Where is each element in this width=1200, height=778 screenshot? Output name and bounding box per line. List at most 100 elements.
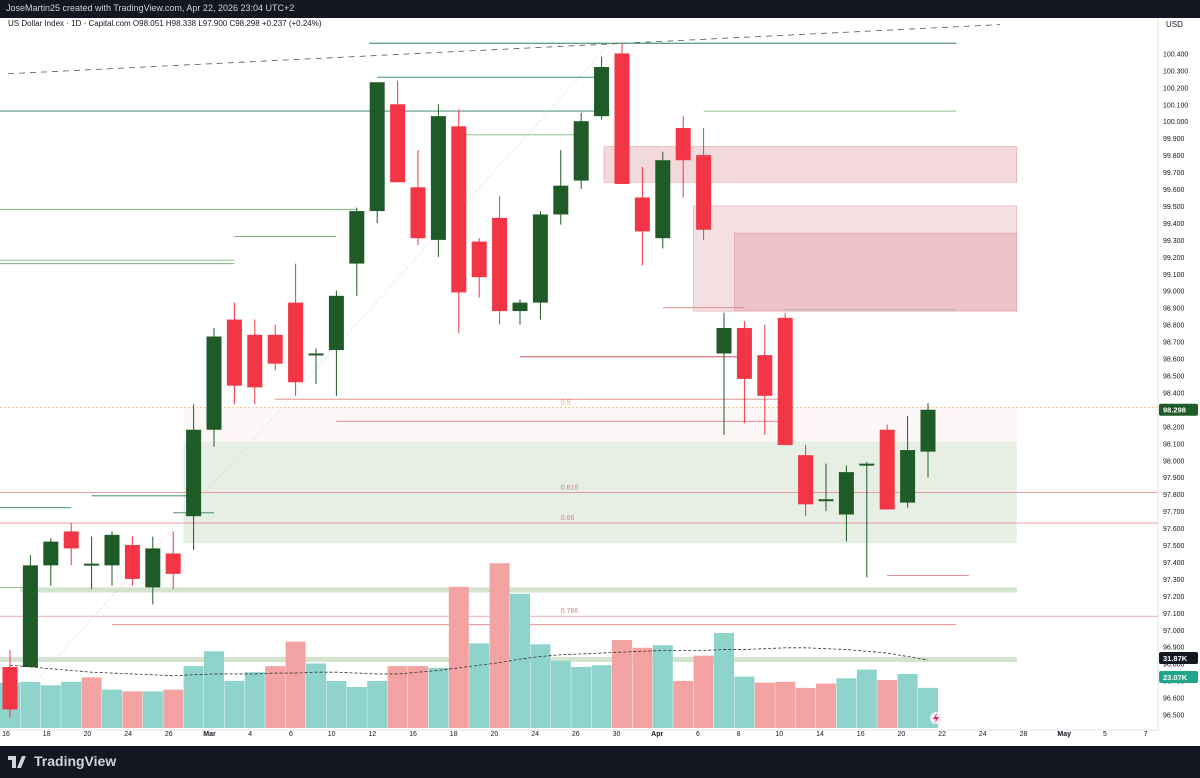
- candle-body: [328, 295, 344, 351]
- price-tick-label: 97.100: [1163, 611, 1185, 618]
- price-tick-label: 97.800: [1163, 492, 1185, 499]
- time-tick-label: 30: [613, 731, 621, 738]
- volume-bar: [550, 660, 571, 728]
- price-tick-label: 96.500: [1163, 713, 1185, 720]
- volume-ma-line: [9, 647, 929, 677]
- candle-body: [226, 319, 242, 386]
- volume-bar: [265, 666, 286, 728]
- volume-bar: [836, 678, 857, 728]
- candle-body: [675, 128, 691, 161]
- price-chart[interactable]: US Dollar Index · 1D · Capital.com O98.0…: [0, 18, 1200, 746]
- price-tick-label: 99.300: [1163, 238, 1185, 245]
- price-tick-label: 99.900: [1163, 136, 1185, 143]
- time-tick-label: 14: [816, 731, 824, 738]
- candle-body: [63, 531, 79, 549]
- price-tick-label: 96.600: [1163, 696, 1185, 703]
- candle-body: [655, 160, 671, 239]
- price-tick-label: 100.100: [1163, 102, 1188, 109]
- currency-label: USD: [1166, 20, 1183, 29]
- volume-bar: [102, 689, 122, 728]
- candle-body: [859, 463, 875, 466]
- fib-label: 0.5: [561, 400, 571, 407]
- price-tick-label: 97.900: [1163, 475, 1185, 482]
- price-tick-label: 99.500: [1163, 204, 1185, 211]
- price-tick-label: 100.200: [1163, 85, 1188, 92]
- candle-body: [553, 185, 569, 215]
- volume-bar: [734, 676, 755, 728]
- price-tick-label: 97.700: [1163, 509, 1185, 516]
- price-tick-label: 99.600: [1163, 187, 1185, 194]
- price-tick-label: 98.400: [1163, 390, 1185, 397]
- candle-body: [920, 409, 936, 452]
- volume-bar: [428, 667, 449, 728]
- volume-bar: [40, 685, 61, 728]
- price-tick-label: 97.200: [1163, 594, 1185, 601]
- volume-bar: [795, 687, 816, 728]
- price-axis-panel: [1158, 18, 1200, 746]
- price-tick-label: 96.800: [1163, 662, 1185, 669]
- candle-body: [124, 545, 140, 579]
- price-tick-label: 97.000: [1163, 628, 1185, 635]
- fib-label: 0.66: [561, 515, 575, 522]
- volume-bar: [612, 639, 632, 728]
- time-tick-label: Apr: [651, 731, 663, 738]
- candle-body: [512, 302, 528, 312]
- time-tick-label: 24: [979, 731, 987, 738]
- candle-body: [369, 82, 385, 212]
- volume-bar: [856, 669, 877, 728]
- candle-body: [614, 53, 630, 184]
- price-tick-label: 99.800: [1163, 153, 1185, 160]
- volume-value-badge: [1159, 652, 1198, 664]
- price-tick-label: 98.700: [1163, 340, 1185, 347]
- time-tick-label: 7: [1144, 731, 1148, 738]
- time-tick-label: 8: [737, 731, 741, 738]
- candle-body: [594, 66, 610, 117]
- time-tick-label: 28: [1020, 731, 1028, 738]
- volume-bar: [530, 644, 551, 728]
- zone-resistance: [603, 146, 1018, 183]
- volume-bar: [877, 680, 898, 728]
- time-tick-label: 26: [165, 731, 173, 738]
- candle-body: [43, 541, 59, 566]
- candle-body: [430, 116, 446, 240]
- candle-body: [777, 317, 793, 445]
- time-tick-label: 6: [696, 731, 700, 738]
- price-tick-label: 99.100: [1163, 272, 1185, 279]
- top-attribution-bar: JoseMartin25 created with TradingView.co…: [0, 0, 1200, 18]
- tradingview-logo-icon: [8, 756, 26, 768]
- last-price-badge: [1159, 403, 1198, 416]
- zone-pale: [183, 407, 1017, 442]
- time-tick-label: 24: [531, 731, 539, 738]
- time-tick-label: 16: [857, 731, 865, 738]
- time-tick-label: 10: [775, 731, 783, 738]
- volume-value-label: 23.07K: [1163, 673, 1188, 682]
- candle-body: [349, 211, 365, 264]
- candle-body: [757, 355, 773, 396]
- time-tick-label: 16: [409, 731, 417, 738]
- price-tick-label: 97.300: [1163, 577, 1185, 584]
- volume-bar: [122, 691, 143, 728]
- chart-background: [0, 18, 1200, 746]
- volume-bar: [244, 672, 265, 728]
- price-tick-label: 100.000: [1163, 119, 1188, 126]
- volume-bar: [367, 680, 388, 728]
- time-tick-label: 16: [2, 731, 10, 738]
- volume-bar: [448, 586, 469, 728]
- volume-bar: [387, 666, 408, 728]
- volume-bar: [285, 641, 306, 728]
- candle-body: [247, 334, 263, 388]
- candle-body: [879, 429, 895, 510]
- volume-bar: [897, 673, 918, 728]
- time-tick-label: 10: [328, 731, 336, 738]
- price-tick-label: 97.400: [1163, 560, 1185, 567]
- volume-value-badge: [1159, 671, 1198, 683]
- time-tick-label: 4: [248, 731, 252, 738]
- candle-body: [288, 302, 304, 383]
- volume-bar: [714, 632, 734, 728]
- time-tick-label: 24: [124, 731, 132, 738]
- trend-line: [7, 24, 1001, 75]
- volume-bar: [224, 680, 245, 728]
- price-tick-label: 98.900: [1163, 306, 1185, 313]
- price-tick-label: 98.100: [1163, 441, 1185, 448]
- volume-bar: [81, 677, 102, 728]
